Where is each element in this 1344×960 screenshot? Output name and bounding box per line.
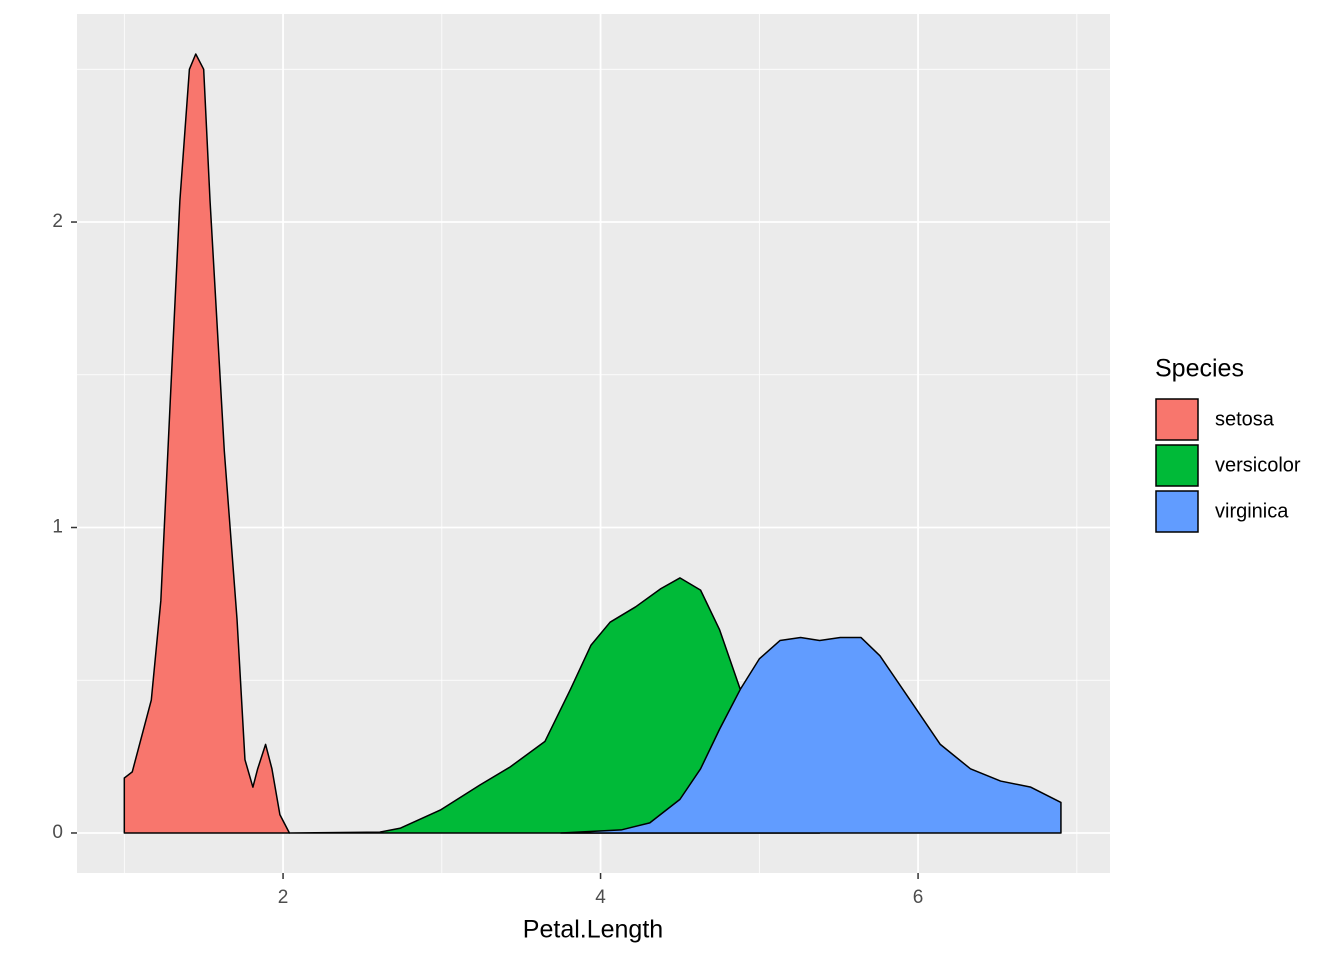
axes: 2 4 6 0 1 2 [52,211,923,908]
density-area [560,636,1062,834]
y-tick-label: 0 [52,822,63,843]
legend-key [1155,398,1199,441]
y-tick-label: 2 [52,211,63,232]
x-tick-label: 6 [913,887,924,908]
legend-title: Species [1155,355,1244,383]
legend: setosa versicolor virginica [1155,398,1301,533]
marks [123,53,1062,834]
x-tick-label: 2 [278,887,289,908]
density-area [123,53,291,834]
legend-label: virginica [1215,500,1289,522]
legend-key [1155,444,1199,487]
y-tick-label: 1 [52,517,63,538]
x-axis-label: Petal.Length [523,916,663,944]
legend-label: setosa [1215,408,1275,430]
x-tick-label: 4 [595,887,606,908]
legend-key [1155,490,1199,533]
legend-label: versicolor [1215,454,1301,476]
